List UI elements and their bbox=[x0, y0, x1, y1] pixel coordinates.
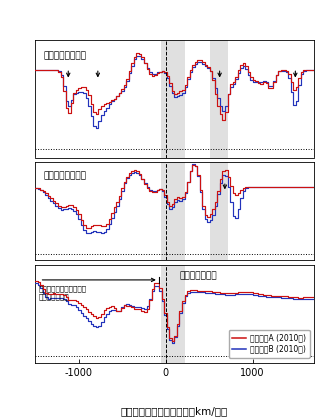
Bar bbox=[210, 40, 228, 158]
Bar bbox=[161, 40, 185, 158]
Text: アウトフローの放出速度（km/秒）: アウトフローの放出速度（km/秒） bbox=[121, 406, 228, 416]
Text: アウトフローと無関係の
吸収が多い領域: アウトフローと無関係の 吸収が多い領域 bbox=[39, 285, 87, 300]
Legend: レンズ像A (2010年), レンズ像B (2010年): レンズ像A (2010年), レンズ像B (2010年) bbox=[228, 330, 310, 357]
Bar bbox=[161, 162, 185, 260]
Text: 窒素イオンの吸収: 窒素イオンの吸収 bbox=[44, 171, 86, 181]
Text: 灰素イオンの吸収: 灰素イオンの吸収 bbox=[44, 52, 86, 60]
Bar bbox=[210, 162, 228, 260]
Text: 水素原子の吸収: 水素原子の吸収 bbox=[180, 271, 218, 281]
Bar bbox=[161, 265, 185, 363]
